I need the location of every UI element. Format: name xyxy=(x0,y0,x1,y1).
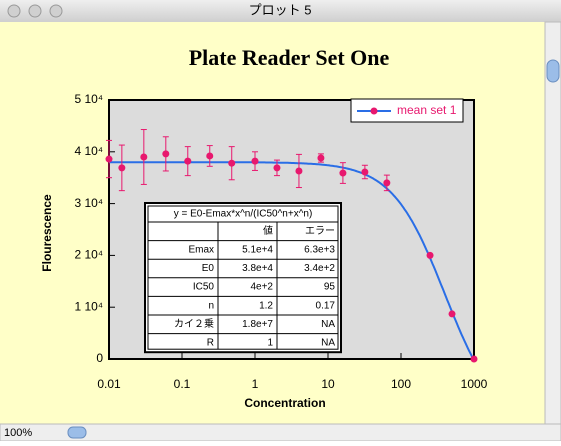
table-cell: n xyxy=(208,300,214,311)
point xyxy=(251,157,259,165)
x-axis-label: Concentration xyxy=(244,396,325,410)
point xyxy=(470,355,478,363)
x-tick-label: 1 xyxy=(252,377,259,391)
point xyxy=(228,159,236,167)
table-cell: 5.1e+4 xyxy=(242,245,273,256)
x-tick-label: 10 xyxy=(321,377,335,391)
point xyxy=(426,251,434,259)
y-axis-label: Flourescence xyxy=(40,194,54,272)
table-header: エラー xyxy=(305,225,335,237)
y-tick-label: 4 10⁴ xyxy=(74,144,103,158)
point xyxy=(295,167,303,175)
x-tick-label: 1000 xyxy=(461,377,488,391)
table-cell: カイ２乗 xyxy=(174,318,214,330)
table-cell: 3.4e+2 xyxy=(304,263,335,274)
point xyxy=(206,152,214,160)
y-tick-label: 2 10⁴ xyxy=(74,248,103,262)
point xyxy=(383,179,391,187)
table-cell: 3.8e+4 xyxy=(242,263,273,274)
point xyxy=(105,155,113,163)
chart-title: Plate Reader Set One xyxy=(189,45,390,70)
point xyxy=(361,168,369,176)
table-cell: NA xyxy=(321,319,335,330)
table-cell: NA xyxy=(321,338,335,349)
zoom-button[interactable] xyxy=(49,4,63,18)
plot-frame xyxy=(108,99,475,360)
x-tick-label: 0.01 xyxy=(97,377,121,391)
table-cell: E0 xyxy=(202,263,215,274)
table-cell: 1.2 xyxy=(259,300,273,311)
point xyxy=(339,169,347,177)
y-tick-label: 5 10⁴ xyxy=(74,92,103,106)
table-cell: 0.17 xyxy=(316,300,336,311)
legend-box xyxy=(350,98,464,123)
legend-marker xyxy=(370,107,378,115)
point xyxy=(448,310,456,318)
minimize-button[interactable] xyxy=(28,4,42,18)
point xyxy=(162,150,170,158)
point xyxy=(184,157,192,165)
window-title: プロット 5 xyxy=(249,2,312,17)
point xyxy=(118,164,126,172)
table-header: 値 xyxy=(263,224,273,237)
point xyxy=(317,154,325,162)
fit-curve xyxy=(109,161,475,361)
y-tick-label: 3 10⁴ xyxy=(74,196,103,210)
table-cell: IC50 xyxy=(193,282,215,293)
scroll-thumb[interactable] xyxy=(546,59,560,83)
table-cell: 1.8e+7 xyxy=(242,319,273,330)
point xyxy=(140,153,148,161)
point xyxy=(273,164,281,172)
table-cell: 1 xyxy=(267,338,273,349)
close-button[interactable] xyxy=(7,4,21,18)
x-tick-label: 0.1 xyxy=(174,377,191,391)
table-cell: Emax xyxy=(188,245,214,256)
y-tick-label: 0 xyxy=(96,351,103,365)
title-bar xyxy=(0,0,561,22)
legend-label: mean set 1 xyxy=(397,103,457,117)
table-cell: 95 xyxy=(324,282,336,293)
zoom-level[interactable]: 100% xyxy=(4,427,32,439)
fit-equation: y = E0-Emax*x^n/(IC50^n+x^n) xyxy=(174,209,313,220)
table-cell: 4e+2 xyxy=(250,282,273,293)
table-cell: R xyxy=(207,338,214,349)
h-scroll-thumb[interactable] xyxy=(67,426,87,439)
table-cell: 6.3e+3 xyxy=(304,245,335,256)
x-tick-label: 100 xyxy=(391,377,411,391)
y-tick-label: 1 10⁴ xyxy=(74,299,103,313)
